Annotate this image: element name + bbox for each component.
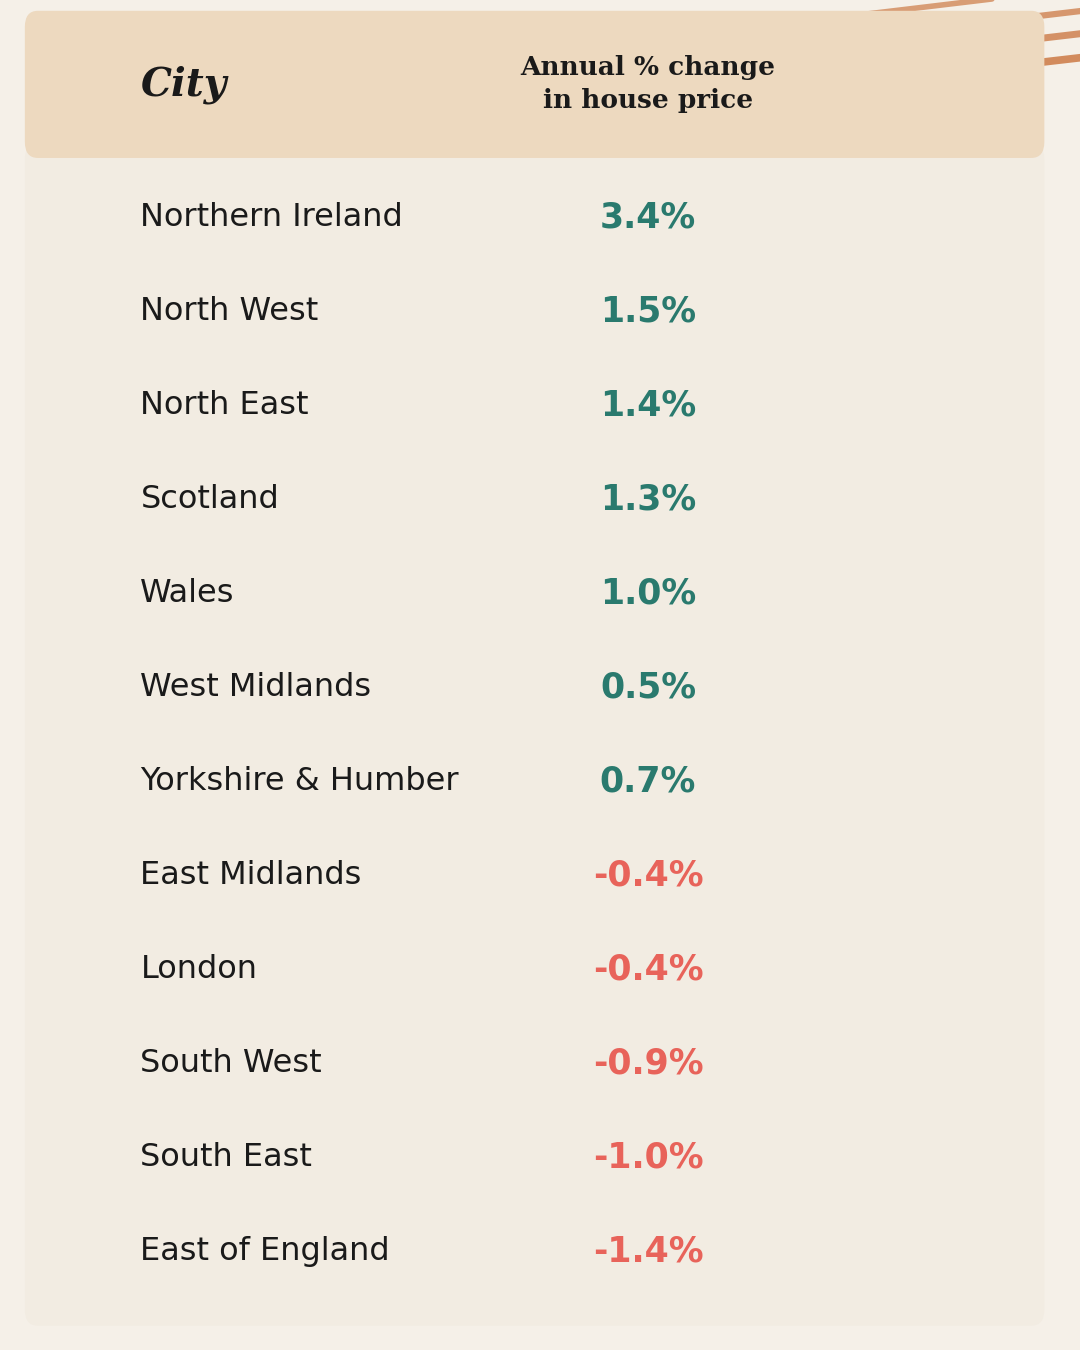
Text: Northern Ireland: Northern Ireland <box>140 201 403 232</box>
Text: -0.4%: -0.4% <box>593 953 703 987</box>
Text: North West: North West <box>140 296 319 327</box>
Text: 1.3%: 1.3% <box>599 482 697 516</box>
Text: 0.7%: 0.7% <box>599 764 697 798</box>
Text: 0.5%: 0.5% <box>599 671 697 705</box>
Text: South West: South West <box>140 1048 322 1079</box>
FancyBboxPatch shape <box>25 11 1044 158</box>
Text: Scotland: Scotland <box>140 483 279 514</box>
Text: 1.5%: 1.5% <box>599 294 697 328</box>
Text: South East: South East <box>140 1142 312 1173</box>
Text: -1.0%: -1.0% <box>593 1141 703 1174</box>
Text: Yorkshire & Humber: Yorkshire & Humber <box>140 765 459 796</box>
Text: London: London <box>140 954 257 986</box>
Text: Annual % change
in house price: Annual % change in house price <box>521 55 775 113</box>
Text: North East: North East <box>140 390 309 421</box>
Text: 1.4%: 1.4% <box>599 389 697 423</box>
Text: City: City <box>140 65 227 104</box>
Text: East of England: East of England <box>140 1237 390 1268</box>
FancyBboxPatch shape <box>25 143 1044 1326</box>
Text: -1.4%: -1.4% <box>593 1235 703 1269</box>
Text: -0.4%: -0.4% <box>593 859 703 892</box>
Text: West Midlands: West Midlands <box>140 672 372 703</box>
Text: East Midlands: East Midlands <box>140 860 362 891</box>
Text: Wales: Wales <box>140 578 235 609</box>
Text: 3.4%: 3.4% <box>599 200 697 234</box>
Text: 1.0%: 1.0% <box>599 576 697 610</box>
Text: -0.9%: -0.9% <box>593 1046 703 1080</box>
